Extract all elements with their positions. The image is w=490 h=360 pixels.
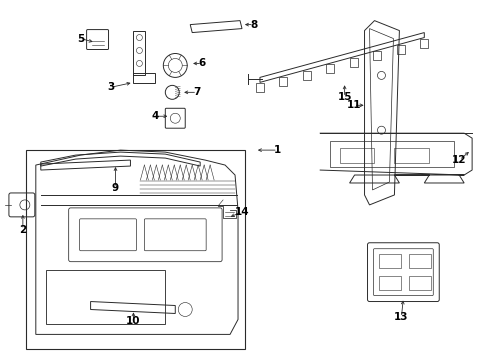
Text: 10: 10 [126, 316, 141, 327]
Text: 15: 15 [337, 92, 352, 102]
Text: 4: 4 [152, 111, 159, 121]
Bar [397, 45, 405, 54]
Bar [26, 150, 245, 349]
Bar [133, 73, 155, 84]
Bar [340, 148, 374, 163]
Text: 6: 6 [198, 58, 206, 68]
Text: 11: 11 [346, 100, 361, 110]
Text: 5: 5 [77, 33, 84, 44]
Text: 3: 3 [107, 82, 114, 93]
Text: 14: 14 [235, 207, 249, 217]
Bar [373, 51, 381, 60]
Bar [326, 64, 334, 73]
Bar [303, 71, 311, 80]
Bar [409, 276, 431, 289]
Bar [133, 31, 146, 75]
Bar [394, 148, 429, 163]
Text: 8: 8 [250, 19, 258, 30]
Text: 1: 1 [274, 145, 281, 155]
Text: 2: 2 [19, 225, 26, 235]
Text: 12: 12 [452, 155, 466, 165]
Bar [409, 254, 431, 268]
Bar [420, 39, 428, 48]
Text: 9: 9 [112, 183, 119, 193]
Bar [330, 141, 454, 167]
Bar [350, 58, 358, 67]
Text: 13: 13 [394, 312, 409, 323]
Bar [256, 84, 264, 92]
Text: 7: 7 [194, 87, 201, 97]
Bar [379, 254, 401, 268]
Bar [379, 276, 401, 289]
Bar [279, 77, 288, 86]
